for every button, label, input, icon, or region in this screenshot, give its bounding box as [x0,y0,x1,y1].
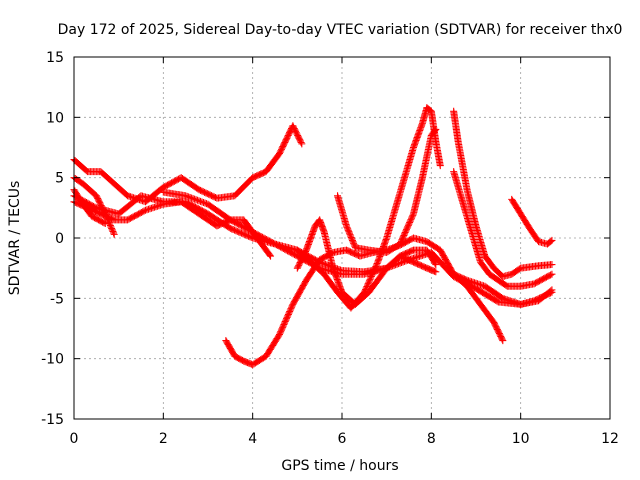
data-point-marker [297,138,305,146]
data-point-marker [547,271,555,279]
data-point-marker [548,261,556,269]
x-tick-label: 6 [338,431,347,447]
y-axis-label: SDTVAR / TECUs [7,181,23,296]
data-point-marker [109,227,117,235]
data-point-marker [347,232,355,240]
data-point-marker [198,198,206,206]
data-point-marker [347,234,355,242]
data-point-marker [547,237,555,245]
series-track-12 [450,168,556,290]
data-point-marker [431,127,439,135]
data-point-marker [247,233,255,241]
data-point-marker [342,222,350,230]
data-point-marker [103,214,111,222]
y-tick-label: 10 [46,110,64,126]
data-point-marker [106,220,114,228]
x-axis-label: GPS time / hours [281,458,398,474]
data-point-marker [404,256,412,264]
chart-title: Day 172 of 2025, Sidereal Day-to-day VTE… [58,22,623,38]
x-tick-label: 10 [512,431,530,447]
y-tick-label: 0 [55,231,64,247]
data-point-marker [498,335,506,343]
data-point-marker [436,162,444,170]
data-point-marker [267,252,275,260]
data-point-marker [432,125,440,133]
axis-ticks: 0 2 4 6 8 10 12 -15 -10 -5 0 5 10 15 [41,50,619,447]
data-point-marker [348,236,356,244]
series-track-1 [70,122,306,206]
x-tick-label: 4 [248,431,257,447]
x-tick-label: 0 [70,431,79,447]
data-point-marker [194,196,202,204]
series-track-14 [508,195,556,248]
x-tick-label: 12 [601,431,619,447]
data-point-marker [104,216,112,224]
y-tick-label: -15 [41,412,64,428]
data-point-marker [398,259,406,267]
data-point-marker [431,259,439,267]
data-point-marker [108,225,116,233]
data-point-marker [548,286,556,294]
data-point-marker [348,235,356,243]
series-track-9 [293,104,444,312]
data-point-marker [102,211,110,219]
series-track-10 [334,125,440,256]
data-point-marker [100,219,108,227]
x-tick-label: 8 [427,431,436,447]
data-point-marker [432,268,440,276]
data-point-marker [103,213,111,221]
data-point-marker [108,226,116,234]
data-point-marker [192,196,200,204]
data-point-marker [548,270,556,278]
series-track-8 [293,216,440,308]
data-point-marker [395,260,403,268]
data-point-marker [101,220,109,228]
data-point-marker [186,193,194,201]
data-point-marker [201,199,209,207]
data-point-marker [402,257,410,265]
data-point-marker [195,197,203,205]
data-point-marker [266,251,274,259]
data-point-marker [547,287,555,295]
data-point-marker [344,225,352,233]
data-point-marker [548,236,556,244]
data-point-marker [399,258,407,266]
data-point-marker [110,229,118,237]
data-point-marker [349,238,357,246]
y-tick-label: 15 [46,50,64,66]
data-point-marker [346,231,354,239]
data-point-marker [401,257,409,265]
data-point-marker [344,226,352,234]
data-point-marker [188,194,196,202]
y-tick-label: -5 [50,291,64,307]
data-point-marker [183,192,191,200]
data-point-marker [182,192,190,200]
data-point-marker [345,228,353,236]
data-point-marker [345,229,353,237]
x-tick-label: 2 [159,431,168,447]
data-markers [70,104,556,369]
data-point-marker [106,222,114,230]
data-point-marker [110,230,118,238]
series-track-13 [450,270,507,345]
data-point-marker [298,140,306,148]
data-point-marker [191,195,199,203]
y-tick-label: -10 [41,352,64,368]
data-point-marker [396,259,404,267]
data-point-marker [409,211,417,219]
data-point-marker [107,223,115,231]
data-point-marker [499,337,507,345]
data-point-marker [350,239,358,247]
data-point-marker [197,197,205,205]
y-tick-label: 5 [55,171,64,187]
data-point-marker [200,199,208,207]
data-point-marker [185,193,193,201]
data-point-marker [343,223,351,231]
data-point-marker [189,195,197,203]
data-point-marker [91,203,99,211]
series-track-11 [450,107,556,281]
data-point-marker [432,261,440,269]
